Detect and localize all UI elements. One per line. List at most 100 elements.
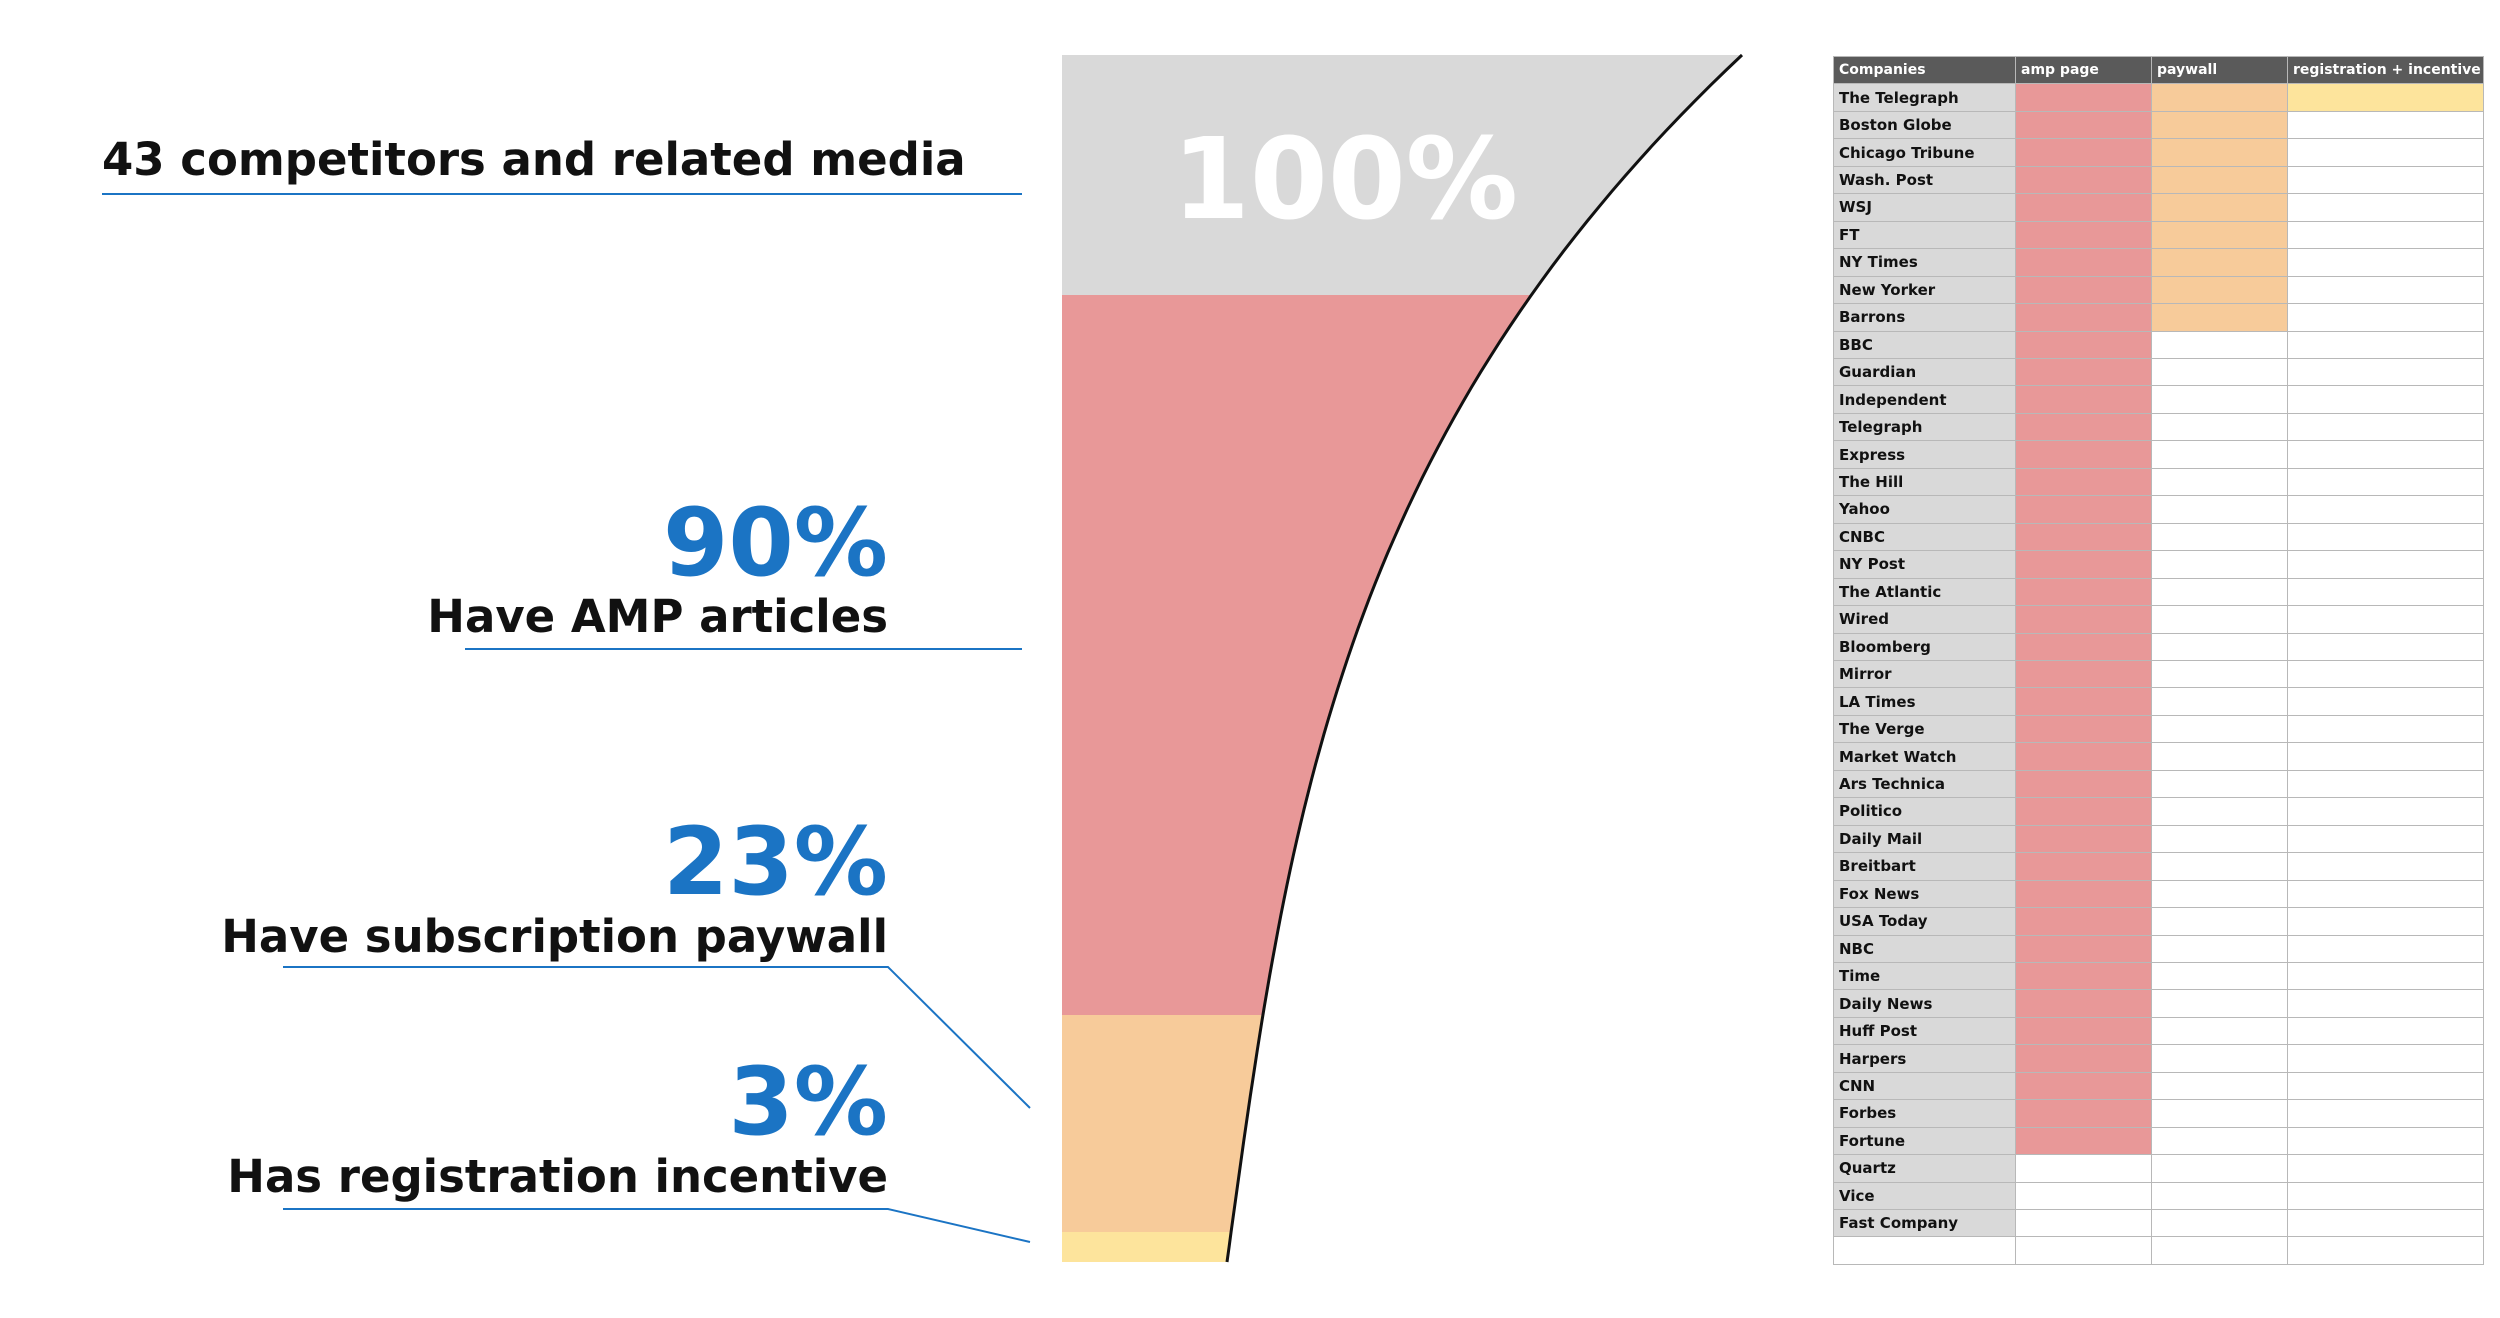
table-row: Time	[1833, 961, 2484, 991]
amp-cell	[2015, 879, 2152, 909]
company-cell: Chicago Tribune	[1833, 138, 2016, 167]
company-cell: FT	[1833, 220, 2016, 250]
companies-table: Companies amp page paywall registration …	[1833, 55, 2484, 1265]
table-row: Telegraph	[1833, 412, 2484, 442]
paywall-cell	[2151, 852, 2288, 881]
paywall-cell	[2151, 385, 2288, 414]
table-row: Fast Company	[1833, 1209, 2484, 1238]
funnel-segment-23	[1062, 1015, 1263, 1232]
company-cell: Huff Post	[1833, 1016, 2016, 1046]
table-row: BBC	[1833, 330, 2484, 359]
paywall-cell	[2151, 742, 2288, 771]
amp-cell	[2015, 1071, 2152, 1101]
registration-cell	[2287, 495, 2484, 524]
company-cell: Harpers	[1833, 1044, 2016, 1073]
company-cell: Fortune	[1833, 1126, 2016, 1156]
registration-cell	[2287, 605, 2484, 634]
company-cell: CNN	[1833, 1071, 2016, 1101]
paywall-cell	[2151, 824, 2288, 854]
amp-cell	[2015, 165, 2152, 195]
paywall-cell	[2151, 220, 2288, 250]
paywall-cell	[2151, 330, 2288, 359]
company-cell: Daily Mail	[1833, 824, 2016, 854]
amp-cell	[2015, 357, 2152, 387]
company-cell: BBC	[1833, 330, 2016, 359]
table-header-row: Companies amp page paywall registration …	[1833, 55, 2484, 85]
table-row: Wash. Post	[1833, 165, 2484, 195]
table-row: The Telegraph	[1833, 83, 2484, 112]
paywall-cell	[2151, 357, 2288, 387]
amp-cell	[2015, 1126, 2152, 1156]
header-companies: Companies	[1833, 55, 2016, 85]
table-row: Vice	[1833, 1181, 2484, 1211]
registration-cell	[2287, 550, 2484, 579]
registration-cell	[2287, 852, 2484, 881]
registration-cell	[2287, 138, 2484, 167]
funnel-segment-3	[1062, 1232, 1232, 1262]
company-cell: Barrons	[1833, 303, 2016, 332]
paywall-cell	[2151, 769, 2288, 799]
amp-cell	[2015, 605, 2152, 634]
stage-23-label: Have subscription paywall	[221, 910, 888, 963]
paywall-cell	[2151, 577, 2288, 607]
stage-23-value: 23%	[663, 808, 888, 917]
amp-cell	[2015, 714, 2152, 744]
paywall-cell	[2151, 412, 2288, 442]
company-cell: USA Today	[1833, 907, 2016, 936]
paywall-cell	[2151, 934, 2288, 963]
registration-cell	[2287, 934, 2484, 963]
company-cell: The Atlantic	[1833, 577, 2016, 607]
table-row: NBC	[1833, 934, 2484, 963]
paywall-cell	[2151, 989, 2288, 1018]
table-row: Forbes	[1833, 1099, 2484, 1128]
company-cell: Time	[1833, 961, 2016, 991]
stage-90-value: 90%	[663, 489, 888, 598]
company-cell: Wired	[1833, 605, 2016, 634]
table-row: Daily Mail	[1833, 824, 2484, 854]
amp-cell	[2015, 275, 2152, 305]
registration-cell	[2287, 275, 2484, 305]
paywall-cell	[2151, 714, 2288, 744]
table-row: CNBC	[1833, 522, 2484, 552]
table-row: Ars Technica	[1833, 769, 2484, 799]
table-row: USA Today	[1833, 907, 2484, 936]
registration-cell	[2287, 1071, 2484, 1101]
paywall-cell	[2151, 687, 2288, 716]
table-row: FT	[1833, 220, 2484, 250]
paywall-cell	[2151, 1099, 2288, 1128]
table-row-empty	[1833, 1236, 2484, 1265]
table-row: Market Watch	[1833, 742, 2484, 771]
amp-cell	[2015, 934, 2152, 963]
funnel-segments	[1062, 55, 1742, 1262]
company-cell: Wash. Post	[1833, 165, 2016, 195]
company-cell: Vice	[1833, 1181, 2016, 1211]
amp-cell	[2015, 83, 2152, 112]
amp-cell	[2015, 852, 2152, 881]
paywall-cell	[2151, 632, 2288, 661]
amp-cell	[2015, 550, 2152, 579]
company-cell: Guardian	[1833, 357, 2016, 387]
paywall-cell	[2151, 467, 2288, 497]
table-row: WSJ	[1833, 193, 2484, 222]
company-cell: New Yorker	[1833, 275, 2016, 305]
registration-cell	[2287, 687, 2484, 716]
paywall-cell	[2151, 1181, 2288, 1211]
company-cell: NBC	[1833, 934, 2016, 963]
registration-cell	[2287, 220, 2484, 250]
company-cell: Ars Technica	[1833, 769, 2016, 799]
registration-cell	[2287, 577, 2484, 607]
amp-cell	[2015, 193, 2152, 222]
paywall-cell	[2151, 83, 2288, 112]
table-row: Breitbart	[1833, 852, 2484, 881]
registration-cell	[2287, 1044, 2484, 1073]
stage-3-label: Has registration incentive	[227, 1150, 888, 1203]
table-row: NY Post	[1833, 550, 2484, 579]
registration-cell	[2287, 83, 2484, 112]
empty-cell	[1833, 1236, 2016, 1265]
empty-cell	[2287, 1236, 2484, 1265]
leader-lines	[102, 193, 1031, 1243]
registration-cell	[2287, 1154, 2484, 1183]
header-registration: registration + incentive	[2287, 55, 2484, 85]
registration-cell	[2287, 797, 2484, 826]
table-row: Independent	[1833, 385, 2484, 414]
